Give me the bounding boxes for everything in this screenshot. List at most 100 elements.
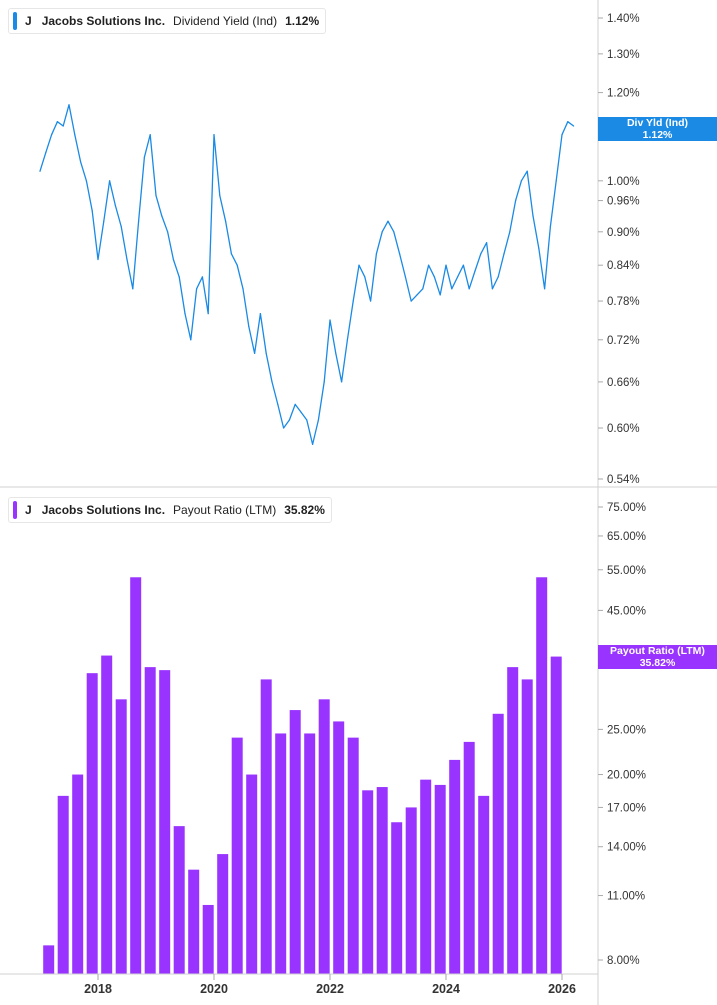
dividend-yield-point bbox=[80, 161, 82, 163]
dividend-yield-point bbox=[416, 294, 418, 296]
y-tick-label: 0.90% bbox=[607, 227, 640, 239]
payout-ratio-bar[interactable] bbox=[144, 667, 156, 974]
dividend-yield-point bbox=[68, 104, 70, 106]
payout-ratio-bar[interactable] bbox=[318, 699, 330, 974]
dividend-yield-point bbox=[532, 215, 534, 217]
dividend-yield-point bbox=[497, 276, 499, 278]
dividend-yield-plot bbox=[39, 104, 575, 446]
payout-ratio-bar[interactable] bbox=[217, 854, 229, 974]
payout-ratio-bar[interactable] bbox=[86, 673, 98, 974]
payout-ratio-bar[interactable] bbox=[231, 737, 243, 974]
dividend-yield-point bbox=[161, 215, 163, 217]
dividend-yield-point bbox=[143, 156, 145, 158]
y-tick-label: 0.54% bbox=[607, 474, 640, 486]
payout-ratio-bar[interactable] bbox=[333, 721, 345, 974]
dividend-yield-point bbox=[520, 180, 523, 182]
payout-ratio-bar[interactable] bbox=[260, 679, 272, 974]
dividend-yield-point bbox=[51, 134, 53, 136]
payout-ratio-bar[interactable] bbox=[275, 733, 287, 974]
payout-ratio-bar[interactable] bbox=[536, 577, 548, 974]
dividend-yield-point bbox=[306, 419, 308, 421]
payout-ratio-bar[interactable] bbox=[507, 667, 519, 974]
dividend-yield-point bbox=[97, 258, 99, 261]
payout-ratio-bar[interactable] bbox=[130, 577, 142, 974]
dividend-yield-value-flag: Div Yld (Ind) 1.12% bbox=[598, 117, 717, 141]
x-tick-label: 2024 bbox=[432, 982, 460, 996]
payout-ratio-bar[interactable] bbox=[347, 737, 359, 974]
payout-ratio-bar[interactable] bbox=[159, 670, 171, 974]
payout-ratio-bar[interactable] bbox=[289, 710, 301, 974]
dividend-yield-point bbox=[190, 339, 192, 341]
dividend-yield-point bbox=[358, 264, 360, 266]
dividend-yield-point bbox=[375, 253, 377, 255]
dividend-yield-point bbox=[219, 194, 221, 197]
dividend-yield-point bbox=[45, 152, 47, 154]
payout-ratio-bar[interactable] bbox=[449, 759, 461, 974]
payout-ratio-bar[interactable] bbox=[478, 795, 490, 974]
payout-ratio-bar[interactable] bbox=[376, 787, 388, 974]
payout-ratio-bar[interactable] bbox=[188, 869, 200, 974]
dividend-yield-point bbox=[114, 205, 116, 207]
dividend-yield-point bbox=[85, 180, 87, 182]
payout-ratio-bar[interactable] bbox=[391, 822, 403, 974]
payout-ratio-bar[interactable] bbox=[405, 807, 417, 974]
payout-ratio-bar[interactable] bbox=[115, 699, 127, 974]
dividend-yield-point bbox=[149, 134, 151, 136]
payout-ratio-bar[interactable] bbox=[521, 679, 533, 974]
payout-ratio-bar[interactable] bbox=[173, 826, 185, 974]
payout-ratio-bar[interactable] bbox=[72, 774, 84, 974]
dividend-yield-point bbox=[172, 258, 174, 261]
payout-ratio-value-flag: Payout Ratio (LTM) 35.82% bbox=[598, 645, 717, 669]
dividend-yield-point bbox=[329, 319, 331, 321]
y-tick-label: 0.84% bbox=[607, 260, 640, 272]
payout-ratio-bar[interactable] bbox=[304, 733, 316, 974]
flag-value: 35.82% bbox=[639, 657, 676, 669]
payout-ratio-bar[interactable] bbox=[57, 795, 69, 974]
dividend-yield-point bbox=[300, 411, 302, 413]
legend-metric: Dividend Yield (Ind) bbox=[173, 14, 278, 28]
y-tick-label: 25.00% bbox=[607, 724, 646, 736]
legend-company: Jacobs Solutions Inc. bbox=[41, 503, 166, 517]
payout-ratio-bar[interactable] bbox=[202, 904, 214, 974]
payout-ratio-bar[interactable] bbox=[246, 774, 258, 974]
dividend-yield-point bbox=[74, 134, 76, 136]
dividend-yield-legend[interactable]: J Jacobs Solutions Inc. Dividend Yield (… bbox=[8, 8, 327, 34]
dividend-yield-point bbox=[428, 264, 430, 266]
dividend-yield-swatch bbox=[13, 12, 17, 30]
y-tick-label: 8.00% bbox=[607, 955, 640, 967]
x-tick-label: 2018 bbox=[84, 982, 112, 996]
payout-ratio-bar[interactable] bbox=[550, 656, 562, 974]
y-tick-label: 1.20% bbox=[607, 88, 640, 100]
y-tick-label: 0.72% bbox=[607, 335, 640, 347]
flag-value: 1.12% bbox=[642, 129, 673, 141]
dividend-yield-point bbox=[283, 427, 285, 429]
dividend-yield-point bbox=[573, 125, 575, 127]
legend-metric: Payout Ratio (LTM) bbox=[173, 503, 277, 517]
dividend-yield-point bbox=[538, 247, 540, 249]
dividend-yield-point bbox=[265, 352, 267, 355]
dividend-yield-point bbox=[404, 276, 406, 278]
dividend-yield-point bbox=[248, 325, 250, 328]
payout-ratio-bar[interactable] bbox=[362, 790, 374, 974]
y-tick-label: 20.00% bbox=[607, 770, 646, 782]
dividend-yield-point bbox=[138, 220, 140, 222]
payout-ratio-bar[interactable] bbox=[101, 655, 113, 974]
dividend-yield-point bbox=[335, 352, 337, 355]
payout-ratio-bar[interactable] bbox=[492, 713, 504, 974]
legend-value: 1.12% bbox=[285, 14, 320, 28]
dividend-yield-point bbox=[259, 313, 261, 315]
y-tick-label: 65.00% bbox=[607, 531, 646, 543]
payout-ratio-bar[interactable] bbox=[463, 741, 475, 974]
payout-ratio-bar[interactable] bbox=[420, 779, 432, 974]
y-tick-label: 0.96% bbox=[607, 196, 640, 208]
payout-ratio-bar[interactable] bbox=[434, 784, 446, 974]
payout-ratio-bar[interactable] bbox=[43, 945, 55, 974]
dividend-yield-point bbox=[422, 288, 424, 290]
dividend-yield-point bbox=[503, 253, 505, 255]
payout-ratio-legend[interactable]: J Jacobs Solutions Inc. Payout Ratio (LT… bbox=[8, 497, 332, 523]
dividend-yield-point bbox=[341, 381, 343, 383]
dividend-yield-point bbox=[387, 220, 389, 222]
dividend-yield-point bbox=[254, 352, 256, 355]
y-tick-label: 75.00% bbox=[607, 502, 646, 514]
dividend-yield-point bbox=[271, 381, 273, 383]
